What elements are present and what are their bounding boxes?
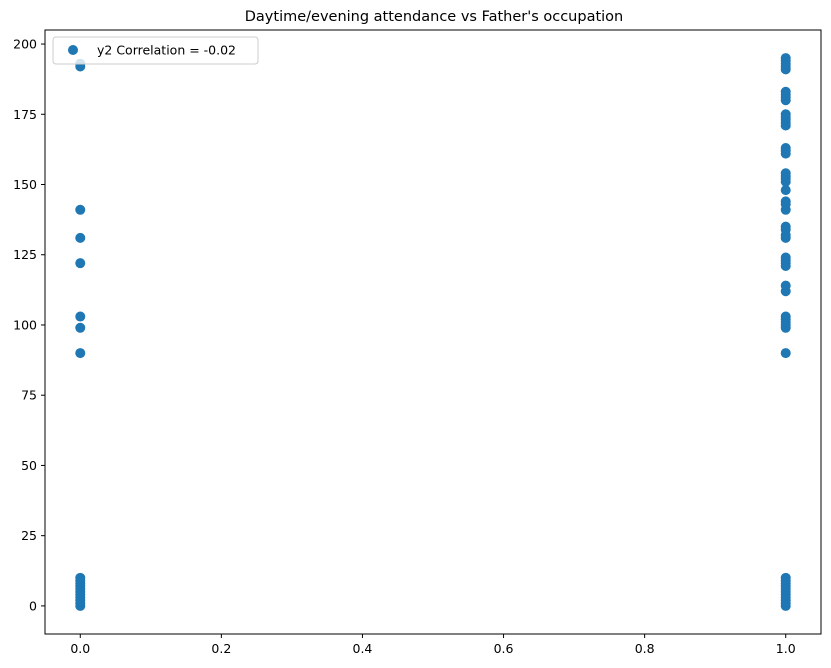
data-point bbox=[780, 86, 791, 97]
data-point bbox=[780, 348, 791, 359]
data-point bbox=[780, 311, 791, 322]
axes-layer: 0.0 0.2 0.4 0.6 0.8 1.0 0 25 50 75 100 125 150 175 200 bbox=[13, 29, 822, 656]
x-tick-label: 0.8 bbox=[635, 641, 655, 656]
data-points-layer bbox=[75, 53, 791, 611]
x-tick-label: 0.4 bbox=[353, 641, 373, 656]
data-point bbox=[75, 572, 86, 583]
data-point bbox=[780, 252, 791, 263]
y-tick-label: 25 bbox=[21, 528, 37, 543]
y-tick-label: 200 bbox=[13, 37, 37, 52]
x-tick-label: 1.0 bbox=[776, 641, 796, 656]
legend-frame bbox=[52, 36, 259, 65]
data-point bbox=[75, 348, 86, 359]
data-point bbox=[75, 204, 86, 215]
y-tick-label: 125 bbox=[13, 247, 37, 262]
legend-label: y2 Correlation = -0.02 bbox=[97, 43, 236, 58]
chart-title: Daytime/evening attendance vs Father's o… bbox=[245, 9, 624, 25]
data-point bbox=[780, 168, 791, 179]
y-tick-label: 0 bbox=[29, 598, 37, 613]
data-point bbox=[780, 109, 791, 120]
data-point bbox=[75, 322, 86, 333]
y-tick-label: 50 bbox=[21, 458, 37, 473]
data-point bbox=[75, 232, 86, 243]
plot-frame bbox=[44, 29, 822, 635]
legend: y2 Correlation = -0.02 bbox=[52, 36, 259, 65]
x-tick-label: 0.0 bbox=[70, 641, 90, 656]
data-point bbox=[780, 280, 791, 291]
y-tick-label: 175 bbox=[13, 107, 37, 122]
y-tick-label: 100 bbox=[13, 317, 37, 332]
x-tick-label: 0.6 bbox=[494, 641, 514, 656]
data-point bbox=[75, 258, 86, 269]
data-point bbox=[780, 185, 791, 196]
legend-marker bbox=[68, 45, 78, 55]
x-tick-label: 0.2 bbox=[211, 641, 231, 656]
data-point bbox=[780, 142, 791, 153]
data-point bbox=[75, 311, 86, 322]
data-point bbox=[780, 221, 791, 232]
data-point bbox=[780, 196, 791, 207]
y-tick-label: 75 bbox=[21, 388, 37, 403]
data-point bbox=[780, 572, 791, 583]
y-tick-label: 150 bbox=[13, 177, 37, 192]
data-point bbox=[780, 53, 791, 64]
